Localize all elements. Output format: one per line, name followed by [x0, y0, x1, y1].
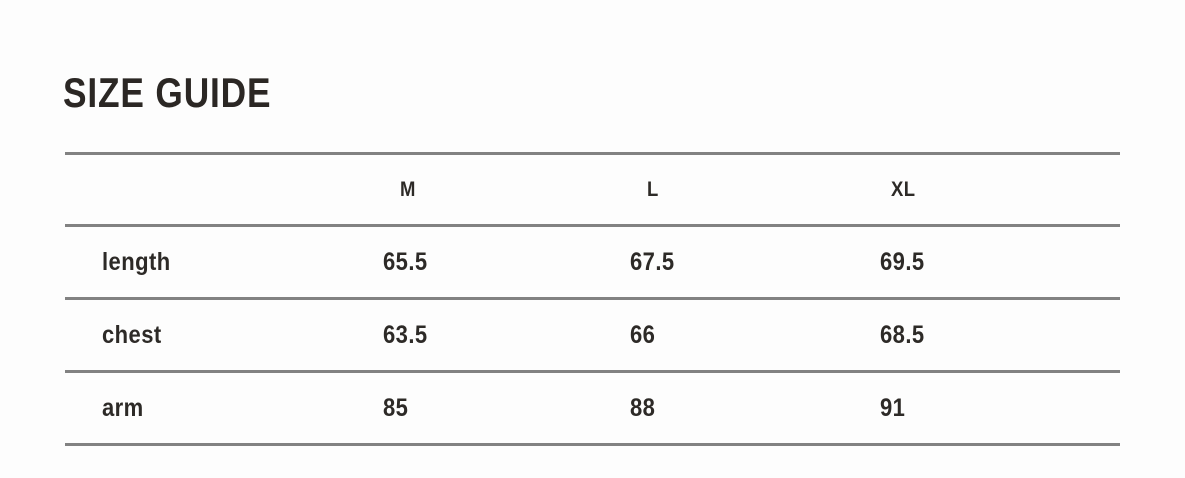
- table-cell: 91: [880, 394, 1120, 423]
- column-header-label: XL: [891, 177, 916, 201]
- table-cell: 69.5: [880, 248, 1120, 277]
- page-title: SIZE GUIDE: [63, 69, 272, 116]
- cell-value: 66: [630, 320, 656, 349]
- size-table: M L XL length 65.5 67.5 69.5: [65, 152, 1120, 446]
- row-label: arm: [102, 393, 144, 422]
- column-header-label: L: [647, 177, 659, 201]
- cell-value: 85: [383, 393, 409, 422]
- column-header-m: M: [383, 178, 630, 202]
- table-header-row: M L XL: [65, 152, 1120, 224]
- table-cell: 67.5: [630, 248, 880, 277]
- cell-value: 91: [880, 393, 906, 422]
- row-label-cell: chest: [65, 321, 383, 350]
- cell-value: 63.5: [383, 320, 428, 349]
- row-label-cell: length: [65, 248, 383, 277]
- table-row-arm: arm 85 88 91: [65, 370, 1120, 443]
- row-label: chest: [102, 320, 162, 349]
- column-header-label: M: [400, 177, 416, 201]
- cell-value: 68.5: [880, 320, 925, 349]
- cell-value: 88: [630, 393, 656, 422]
- table-cell: 88: [630, 394, 880, 423]
- table-cell: 85: [383, 394, 630, 423]
- column-header-xl: XL: [880, 178, 1120, 202]
- cell-value: 69.5: [880, 247, 925, 276]
- table-cell: 65.5: [383, 248, 630, 277]
- table-cell: 66: [630, 321, 880, 350]
- cell-value: 65.5: [383, 247, 428, 276]
- table-row-length: length 65.5 67.5 69.5: [65, 224, 1120, 297]
- table-cell: 68.5: [880, 321, 1120, 350]
- cell-value: 67.5: [630, 247, 675, 276]
- table-row-chest: chest 63.5 66 68.5: [65, 297, 1120, 370]
- column-header-l: L: [630, 178, 880, 202]
- table-cell: 63.5: [383, 321, 630, 350]
- row-label: length: [102, 247, 171, 276]
- row-label-cell: arm: [65, 394, 383, 423]
